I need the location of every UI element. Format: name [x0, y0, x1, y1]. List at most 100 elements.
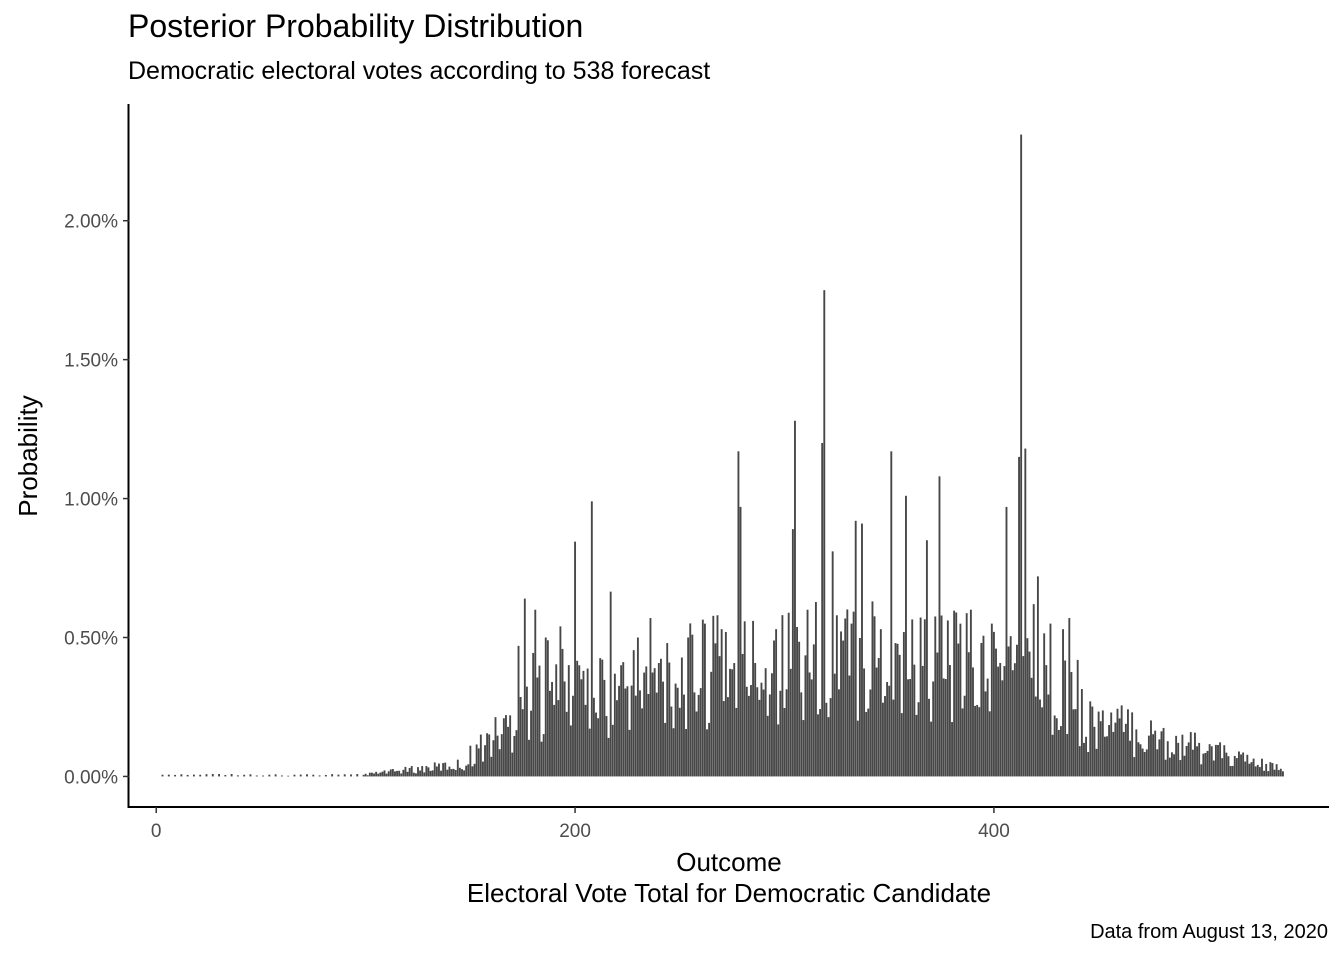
- bar: [343, 774, 346, 777]
- bar: [850, 623, 853, 777]
- bar: [990, 623, 993, 777]
- bar: [1018, 456, 1020, 777]
- bar: [1122, 731, 1125, 777]
- bar: [670, 706, 673, 777]
- bar: [1131, 712, 1134, 777]
- bar: [699, 688, 702, 777]
- bar: [477, 748, 480, 777]
- bar: [1137, 742, 1140, 777]
- bar: [1064, 660, 1067, 777]
- bar: [1091, 706, 1094, 777]
- bar: [988, 711, 991, 777]
- bar: [613, 673, 616, 777]
- bar: [532, 652, 535, 777]
- bar: [804, 655, 807, 777]
- bar: [515, 730, 518, 777]
- bar: [838, 689, 840, 777]
- bar: [955, 612, 958, 777]
- bar: [544, 637, 547, 777]
- bar: [1133, 757, 1136, 777]
- bar: [180, 774, 183, 777]
- bar: [1076, 659, 1079, 777]
- bar: [611, 724, 614, 777]
- bar: [624, 688, 627, 777]
- bar: [1185, 746, 1188, 777]
- bar: [479, 734, 482, 777]
- bar: [595, 712, 597, 777]
- bar: [1101, 710, 1104, 777]
- bar: [695, 711, 698, 777]
- bar: [1150, 720, 1152, 777]
- bar: [1129, 740, 1131, 777]
- bar: [1118, 718, 1121, 777]
- bar: [1212, 760, 1215, 777]
- bar: [647, 693, 650, 777]
- bar: [773, 640, 775, 777]
- bar: [760, 682, 763, 777]
- bar: [777, 724, 780, 777]
- bar: [440, 770, 442, 777]
- bar: [974, 705, 977, 777]
- bar: [1271, 763, 1274, 777]
- bar: [1279, 768, 1282, 777]
- bar: [421, 766, 424, 777]
- bar: [898, 654, 901, 777]
- y-axis-ticks: 0.00% 0.50% 1.00% 1.50% 2.00%: [64, 212, 129, 788]
- bar: [733, 663, 736, 777]
- bar: [417, 767, 419, 777]
- bar: [467, 764, 470, 777]
- bar: [507, 726, 509, 777]
- bar: [1154, 730, 1157, 777]
- bar: [714, 643, 717, 777]
- bar: [1034, 696, 1037, 777]
- bar: [1147, 735, 1150, 777]
- bar: [192, 774, 195, 777]
- bar: [446, 769, 449, 777]
- bar: [211, 773, 214, 777]
- bar: [481, 761, 484, 777]
- bar: [1099, 721, 1102, 777]
- bar: [1057, 729, 1060, 777]
- bar: [410, 766, 413, 777]
- bar: [781, 615, 784, 777]
- bar: [678, 707, 681, 777]
- bar: [886, 682, 889, 777]
- bar: [823, 290, 826, 777]
- bar: [385, 773, 388, 777]
- bar: [1269, 762, 1272, 777]
- bar: [391, 769, 394, 777]
- bar: [394, 771, 396, 777]
- bar: [551, 681, 553, 777]
- bar: [1074, 709, 1077, 777]
- bar: [473, 763, 476, 777]
- bar: [928, 698, 930, 777]
- bar: [1110, 712, 1113, 777]
- bar: [525, 686, 528, 777]
- bar: [588, 728, 591, 777]
- bar: [337, 774, 340, 777]
- bar: [750, 685, 752, 777]
- bar: [448, 766, 451, 777]
- bar: [848, 675, 851, 777]
- bar: [1007, 646, 1010, 777]
- bar: [609, 591, 612, 777]
- bar: [632, 650, 635, 777]
- bar: [842, 640, 845, 777]
- bar: [794, 420, 796, 777]
- bar: [567, 665, 570, 777]
- bar: [1235, 758, 1238, 777]
- bar: [1206, 750, 1209, 777]
- bar: [505, 715, 507, 777]
- bar: [980, 643, 983, 777]
- bar: [984, 691, 987, 777]
- bar: [498, 749, 501, 777]
- bar: [331, 774, 334, 777]
- bar: [1187, 742, 1190, 777]
- bar: [932, 681, 935, 777]
- bar: [356, 774, 359, 777]
- bar: [810, 679, 813, 777]
- bar: [1120, 705, 1123, 777]
- bar: [423, 772, 426, 777]
- bar: [1214, 744, 1217, 777]
- bar: [628, 729, 631, 777]
